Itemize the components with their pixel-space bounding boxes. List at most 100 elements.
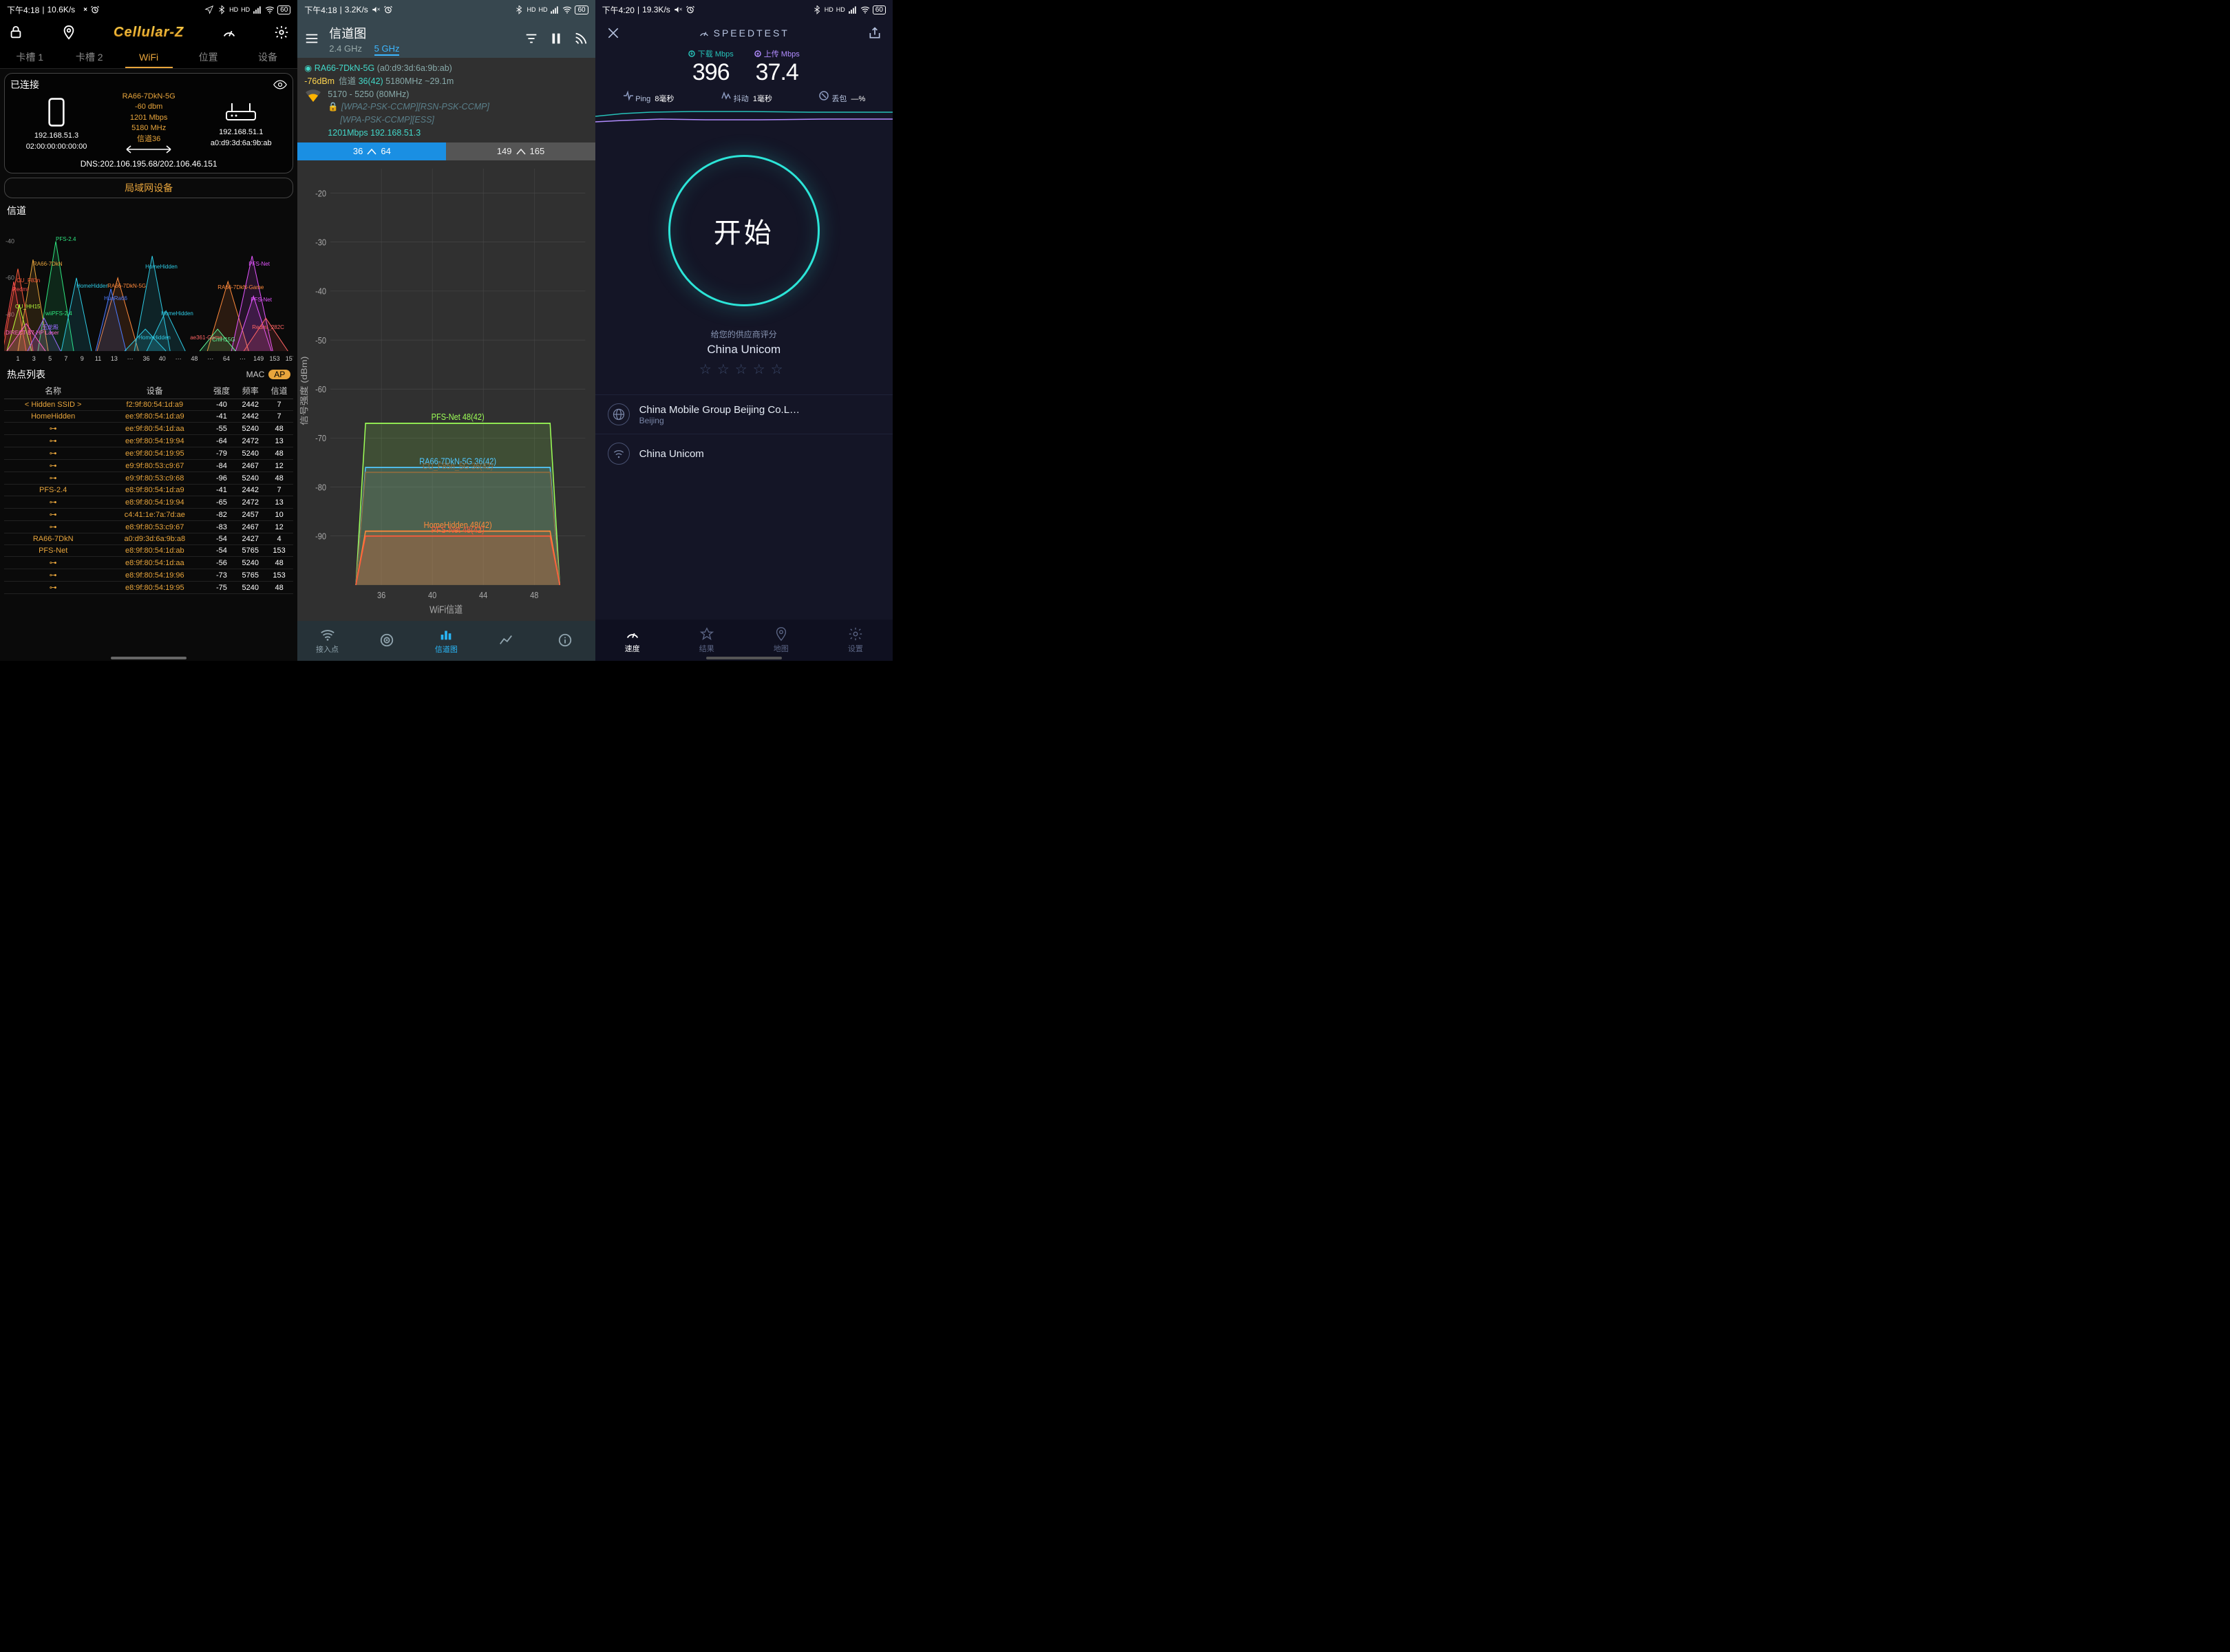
gear-icon[interactable]: [274, 25, 289, 40]
wifi-scan-icon[interactable]: [573, 31, 588, 46]
nav-pin[interactable]: 地图: [744, 620, 818, 661]
status-bar: 下午4:20| 19.3K/s HDHD 60: [595, 0, 893, 19]
nav-target[interactable]: [357, 621, 416, 661]
svg-text:WiFi信道: WiFi信道: [429, 604, 463, 615]
go-button[interactable]: 开始: [668, 155, 820, 306]
battery-pct: 60: [575, 6, 588, 14]
tab-1[interactable]: 卡槽 2: [59, 45, 118, 68]
svg-text:CmH15G: CmH15G: [212, 337, 235, 343]
nav-spark[interactable]: [476, 621, 535, 661]
nav-gauge[interactable]: 速度: [595, 620, 670, 661]
table-row[interactable]: ⊶e8:9f:80:54:1d:aa-56524048: [4, 557, 293, 569]
tab-0[interactable]: 卡槽 1: [0, 45, 59, 68]
table-row[interactable]: ⊶e9:9f:80:53:c9:67-84246712: [4, 460, 293, 472]
gauge-icon[interactable]: [222, 25, 237, 40]
svg-text:-60: -60: [6, 275, 14, 282]
svg-text:CU_HH15: CU_HH15: [15, 304, 41, 310]
table-row[interactable]: ⊶e8:9f:80:54:19:95-75524048: [4, 582, 293, 594]
table-row[interactable]: ⊶e8:9f:80:54:19:94-65247213: [4, 496, 293, 509]
tab-2[interactable]: WiFi: [119, 45, 178, 68]
gateway: 192.168.51.1 a0:d9:3d:6a:9b:ab: [195, 100, 287, 149]
tab-3[interactable]: 位置: [178, 45, 237, 68]
battery-pct: 60: [873, 6, 886, 14]
svg-text:36: 36: [377, 590, 385, 600]
server-row[interactable]: China Mobile Group Beijing Co.L…Beijing: [595, 394, 893, 434]
map-icon[interactable]: [61, 25, 76, 40]
bluetooth-icon: [812, 5, 822, 14]
nav-gear[interactable]: 设置: [818, 620, 893, 661]
svg-text:HomeHidden: HomeHidden: [145, 264, 178, 270]
info-ssid: RA66-7DkN-5G: [315, 63, 375, 73]
lan-devices-button[interactable]: 局域网设备: [4, 178, 293, 198]
filter-icon[interactable]: [524, 31, 539, 46]
table-row[interactable]: ⊶e9:9f:80:53:c9:68-96524048: [4, 472, 293, 485]
signal-icon: [550, 5, 560, 14]
sub-metrics: Ping 8毫秒 抖动 1毫秒 丢包 —%: [595, 90, 893, 104]
svg-text:-80: -80: [315, 482, 326, 492]
table-row[interactable]: RA66-7DkNa0:d9:3d:6a:9b:a8-5424274: [4, 533, 293, 545]
svg-text:3: 3: [32, 355, 36, 362]
channel-chart: -20-30-40-50-60-70-80-9036404448信号强度 (dB…: [297, 160, 595, 622]
nav-wifi[interactable]: 接入点: [297, 621, 357, 661]
mac-toggle[interactable]: MAC: [246, 370, 265, 379]
share-icon[interactable]: [868, 26, 882, 40]
table-row[interactable]: < Hidden SSID >f2:9f:80:54:1d:a9-4024427: [4, 399, 293, 411]
gesture-handle[interactable]: [706, 657, 782, 659]
svg-text:⋯: ⋯: [127, 355, 134, 362]
bottom-nav: 速度结果地图设置: [595, 620, 893, 661]
band-5[interactable]: 5 GHz: [374, 43, 400, 56]
svg-text:RA66-7DkN: RA66-7DkN: [33, 261, 63, 267]
pause-icon[interactable]: [549, 31, 564, 46]
band-24[interactable]: 2.4 GHz: [329, 43, 362, 54]
channel: 信道36: [137, 135, 160, 143]
svg-text:157: 157: [286, 355, 294, 362]
server-row[interactable]: China Unicom: [595, 434, 893, 473]
connected-label: 已连接: [10, 78, 39, 92]
sub-ping: Ping 8毫秒: [622, 90, 674, 104]
frequency: 5180 MHz: [131, 124, 166, 132]
table-row[interactable]: PFS-Nete8:9f:80:54:1d:ab-545765153: [4, 545, 293, 557]
svg-text:11: 11: [95, 355, 101, 362]
info-chan: 36(42): [359, 76, 383, 86]
table-row[interactable]: ⊶ee:9f:80:54:19:94-64247213: [4, 435, 293, 447]
table-row[interactable]: ⊶e8:9f:80:54:19:96-735765153: [4, 569, 293, 582]
table-row[interactable]: ⊶c4:41:1e:7a:7d:ae-82245710: [4, 509, 293, 521]
gateway-ip: 192.168.51.1: [219, 128, 263, 136]
page-title: 信道图: [329, 24, 513, 42]
jitter-icon: [721, 90, 732, 101]
nav-result[interactable]: 结果: [670, 620, 744, 661]
nav-info[interactable]: [535, 621, 595, 661]
table-row[interactable]: ⊶ee:9f:80:54:1d:aa-55524048: [4, 423, 293, 435]
range-tab[interactable]: 36 64: [297, 142, 446, 160]
channel-range-tabs: 36 64149 165: [297, 142, 595, 160]
status-time: 下午4:18: [7, 4, 39, 16]
rating-stars[interactable]: ☆☆☆☆☆: [595, 361, 893, 378]
close-icon[interactable]: [606, 26, 620, 40]
connection-info: RA66-7DkN-5G -60 dbm 1201 Mbps 5180 MHz …: [103, 92, 195, 158]
eye-icon[interactable]: [273, 80, 287, 89]
status-time: 下午4:20: [602, 4, 635, 16]
table-row[interactable]: PFS-2.4e8:9f:80:54:1d:a9-4124427: [4, 485, 293, 496]
info-dbm: -76dBm: [304, 76, 334, 86]
svg-text:-60: -60: [315, 384, 326, 394]
ap-toggle[interactable]: AP: [268, 370, 290, 379]
top-toolbar: Cellular-Z: [0, 19, 297, 45]
gesture-handle[interactable]: [111, 657, 187, 659]
lock-icon[interactable]: [8, 25, 23, 40]
table-row[interactable]: ⊶ee:9f:80:54:19:95-79524048: [4, 447, 293, 460]
info-ip: 192.168.51.3: [370, 128, 421, 138]
globe-icon: [608, 403, 630, 425]
table-row[interactable]: HomeHiddenee:9f:80:54:1d:a9-4124427: [4, 411, 293, 423]
tab-4[interactable]: 设备: [238, 45, 297, 68]
svg-text:CU_F85n_5G 36(42): CU_F85n_5G 36(42): [423, 460, 493, 471]
download-value: 396: [688, 59, 734, 86]
table-row[interactable]: ⊶e8:9f:80:53:c9:67-83246712: [4, 521, 293, 533]
status-speed: 3.2K/s: [345, 5, 368, 14]
nav-bars[interactable]: 信道图: [416, 621, 476, 661]
menu-icon[interactable]: [304, 31, 319, 46]
range-tab[interactable]: 149 165: [446, 142, 595, 160]
ap-title: 热点列表: [7, 368, 45, 381]
arrows-icon: [121, 145, 176, 154]
router-icon: [224, 100, 258, 124]
svg-text:1: 1: [17, 355, 20, 362]
